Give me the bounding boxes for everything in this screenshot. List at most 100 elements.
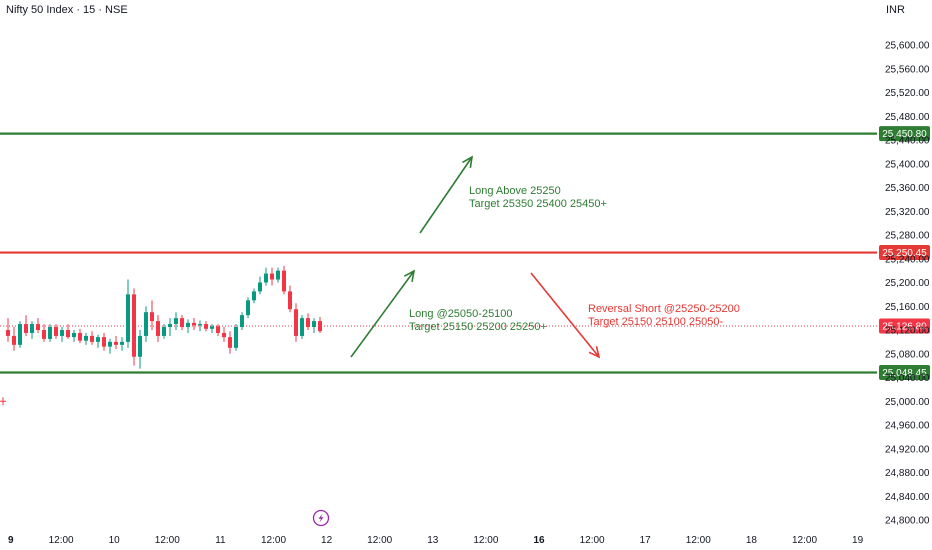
x-tick-label: 12:00	[367, 535, 392, 546]
left-marker	[0, 397, 6, 406]
candle-body	[108, 341, 112, 347]
y-tick-label: 25,240.00	[885, 254, 930, 265]
y-tick-label: 25,560.00	[885, 64, 930, 75]
candle-body	[144, 312, 148, 336]
horizontal-levels: 25,450.80 25,250.45 25,126.80 25,048.45	[0, 126, 930, 380]
candle-body	[132, 294, 136, 357]
short-arrow-head	[588, 346, 601, 359]
candle-body	[288, 291, 292, 310]
candle-body	[12, 335, 16, 345]
x-tick-label: 12:00	[49, 535, 74, 546]
candle-body	[180, 318, 184, 328]
time-axis: 9 12:00 10 12:00 11 12:00 12 12:00 13 12:00 16 12:0…	[8, 535, 864, 546]
candle-body	[78, 332, 82, 341]
candle-body	[186, 322, 190, 328]
candle-body	[306, 318, 310, 328]
flash-icon[interactable]	[312, 509, 330, 527]
y-tick-label: 25,400.00	[885, 159, 930, 170]
candle-body	[252, 291, 256, 301]
x-tick-label: 12:00	[155, 535, 180, 546]
y-tick-label: 25,200.00	[885, 278, 930, 289]
long-above-arrow[interactable]	[419, 156, 473, 234]
candle-body	[96, 337, 100, 342]
candle-body	[90, 335, 94, 342]
chart-title: Nifty 50 Index · 15 · NSE	[6, 4, 128, 16]
x-tick-label: 13	[427, 535, 439, 546]
candles	[6, 265, 322, 369]
x-tick-label: 12:00	[686, 535, 711, 546]
price-badge	[879, 245, 930, 261]
candle-body	[84, 335, 88, 341]
short-label-line1: Reversal Short @25250-25200	[588, 303, 740, 315]
long-arrow[interactable]	[350, 270, 415, 358]
short-arrow[interactable]	[530, 272, 600, 358]
y-tick-label: 24,960.00	[885, 421, 930, 432]
x-tick-label: 12:00	[261, 535, 286, 546]
candle-body	[264, 273, 268, 283]
y-tick-label: 25,320.00	[885, 207, 930, 218]
candle-body	[270, 273, 274, 280]
y-tick-label: 24,880.00	[885, 468, 930, 479]
candle-body	[300, 318, 304, 336]
price-badge	[879, 318, 930, 334]
candle-body	[120, 341, 124, 345]
x-tick-label: 18	[746, 535, 758, 546]
x-tick-label: 16	[533, 535, 545, 546]
candle-body	[72, 332, 76, 338]
candle-body	[246, 300, 250, 316]
y-tick-label: 25,120.00	[885, 326, 930, 337]
x-tick-label: 12	[321, 535, 333, 546]
candle-body	[294, 309, 298, 336]
candle-body	[222, 332, 226, 338]
candle-body	[48, 327, 52, 339]
x-tick-label: 19	[852, 535, 864, 546]
price-badge-label: 25,048.45	[882, 368, 927, 379]
candle-body	[30, 324, 34, 333]
price-badge	[879, 364, 930, 380]
long-above-label-line2: Target 25350 25400 25450+	[469, 198, 607, 210]
long-label-line1: Long @25050-25100	[409, 308, 513, 320]
candle-body	[276, 270, 280, 280]
y-tick-label: 24,840.00	[885, 492, 930, 503]
y-tick-label: 25,480.00	[885, 112, 930, 123]
candle-body	[18, 324, 22, 345]
x-tick-label: 12:00	[580, 535, 605, 546]
price-badge-label: 25,126.80	[882, 321, 927, 332]
candle-body	[126, 294, 130, 342]
y-tick-label: 25,600.00	[885, 41, 930, 52]
x-tick-label: 9	[8, 535, 14, 546]
y-tick-label: 24,920.00	[885, 444, 930, 455]
long-above-label-line1: Long Above 25250	[469, 185, 561, 197]
candle-body	[282, 270, 286, 292]
long-arrow-head	[403, 269, 416, 282]
candle-body	[114, 341, 118, 345]
candle-body	[156, 321, 160, 336]
y-tick-label: 25,280.00	[885, 231, 930, 242]
y-tick-label: 25,080.00	[885, 349, 930, 360]
y-tick-label: 25,160.00	[885, 302, 930, 313]
candle-body	[228, 337, 232, 348]
y-tick-label: 25,440.00	[885, 136, 930, 147]
candle-body	[6, 330, 10, 336]
candle-body	[198, 324, 202, 326]
candle-body	[42, 330, 46, 339]
currency-label: INR	[886, 4, 905, 16]
long-label-line2: Target 25150 25200 25250+	[409, 321, 547, 333]
x-tick-label: 12:00	[473, 535, 498, 546]
y-tick-label: 25,520.00	[885, 88, 930, 99]
candle-body	[312, 321, 316, 328]
candle-body	[210, 326, 214, 329]
candle-body	[168, 324, 172, 328]
candle-body	[138, 335, 142, 357]
x-tick-label: 11	[215, 535, 226, 546]
candle-body	[204, 324, 208, 329]
candle-body	[24, 324, 28, 333]
price-badge-label: 25,450.80	[882, 129, 927, 140]
y-tick-label: 25,000.00	[885, 397, 930, 408]
candle-body	[66, 330, 70, 338]
candle-body	[102, 337, 106, 347]
candle-body	[60, 330, 64, 336]
y-tick-label: 25,040.00	[885, 373, 930, 384]
candle-body	[150, 312, 154, 322]
